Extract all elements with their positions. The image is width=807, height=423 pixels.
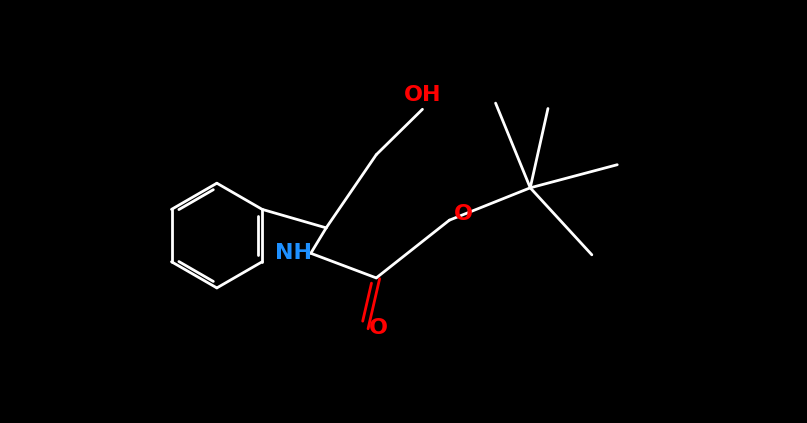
Text: OH: OH bbox=[404, 85, 441, 105]
Text: NH: NH bbox=[275, 243, 312, 263]
Text: O: O bbox=[454, 204, 473, 224]
Text: O: O bbox=[369, 318, 388, 338]
